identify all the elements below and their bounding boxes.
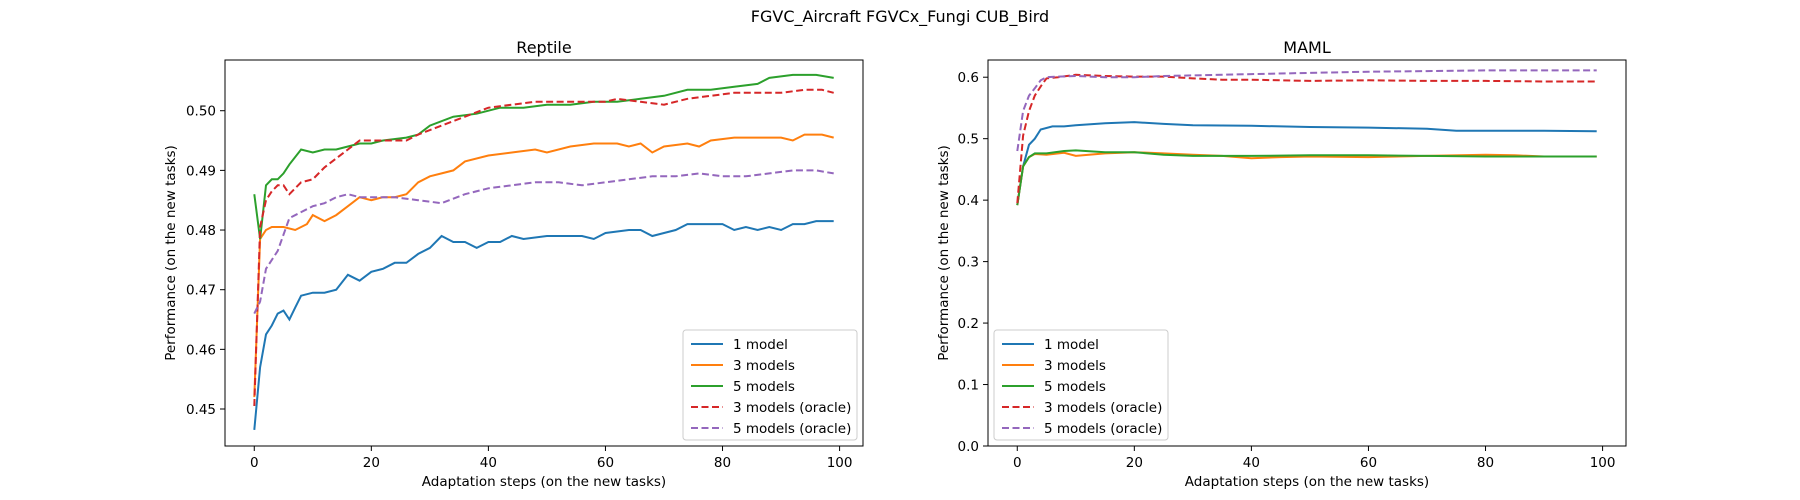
legend-label: 3 models: [1044, 358, 1106, 374]
y-tick-label: 0.0: [958, 439, 979, 455]
series-line-5-models-oracle-: [253, 169, 834, 315]
y-tick-label: 0.47: [186, 283, 216, 299]
plot-frame: [224, 59, 864, 447]
series-line-1-model: [253, 220, 834, 430]
x-axis-label: Adaptation steps (on the new tasks): [422, 474, 666, 490]
x-tick-label: 100: [1590, 455, 1616, 471]
legend-label: 3 models (oracle): [1044, 400, 1162, 416]
legend-box: [993, 329, 1169, 441]
series-line-5-models-oracle-: [1016, 69, 1597, 152]
legend-label: 3 models (oracle): [733, 400, 851, 416]
chart-title: MAML: [1283, 38, 1331, 57]
y-tick-label: 0.48: [186, 223, 216, 239]
y-tick-label: 0.4: [958, 193, 979, 209]
x-tick-label: 40: [480, 455, 497, 471]
y-tick-label: 0.45: [186, 402, 216, 418]
x-tick-label: 60: [1360, 455, 1377, 471]
x-tick-label: 80: [1477, 455, 1494, 471]
y-axis-label: Performance (on the new tasks): [163, 145, 179, 361]
series-line-1-model: [1016, 121, 1597, 206]
x-tick-label: 100: [827, 455, 853, 471]
y-tick-label: 0.6: [958, 70, 979, 86]
y-axis-label: Performance (on the new tasks): [936, 145, 952, 361]
series-line-3-models-oracle-: [253, 88, 834, 407]
y-tick-label: 0.3: [958, 255, 979, 271]
series-line-3-models: [253, 133, 834, 398]
legend-box: [682, 329, 858, 441]
figure-title: FGVC_Aircraft FGVCx_Fungi CUB_Bird: [751, 7, 1049, 27]
y-tick-label: 0.50: [186, 104, 216, 120]
series-line-5-models: [1016, 149, 1597, 206]
legend-label: 5 models (oracle): [733, 421, 851, 437]
x-tick-label: 40: [1243, 455, 1260, 471]
series-line-3-models: [1016, 151, 1597, 206]
series-line-3-models-oracle-: [1016, 73, 1597, 204]
series-line-5-models: [253, 73, 834, 240]
legend-label: 1 model: [733, 337, 788, 353]
legend: 1 model 3 models 5 models 3 models (oracle)…: [682, 329, 858, 441]
x-axis-label: Adaptation steps (on the new tasks): [1185, 474, 1429, 490]
chart-maml: MAML 0 20 40 60 80 100 0.0 0.1 0.2 0.3 0.4 0.5 0.6 A…: [936, 38, 1627, 490]
legend-label: 1 model: [1044, 337, 1099, 353]
chart-reptile: Reptile 0 20 40 60 80 100 0.45 0.46 0.47 0.48 0.49…: [163, 38, 864, 490]
x-tick-label: 0: [1013, 455, 1022, 471]
y-tick-label: 0.49: [186, 163, 216, 179]
legend-label: 5 models (oracle): [1044, 421, 1162, 437]
legend-label: 3 models: [733, 358, 795, 374]
chart-title: Reptile: [516, 38, 571, 57]
x-tick-label: 20: [1126, 455, 1143, 471]
x-tick-label: 0: [250, 455, 259, 471]
y-tick-label: 0.5: [958, 132, 979, 148]
y-tick-label: 0.2: [958, 316, 979, 332]
legend-label: 5 models: [733, 379, 795, 395]
x-tick-label: 80: [714, 455, 731, 471]
y-tick-label: 0.1: [958, 378, 979, 394]
legend: 1 model 3 models 5 models 3 models (oracle)…: [993, 329, 1169, 441]
y-tick-label: 0.46: [186, 342, 216, 358]
legend-label: 5 models: [1044, 379, 1106, 395]
x-tick-label: 60: [597, 455, 614, 471]
x-tick-label: 20: [363, 455, 380, 471]
plot-frame: [987, 59, 1627, 447]
